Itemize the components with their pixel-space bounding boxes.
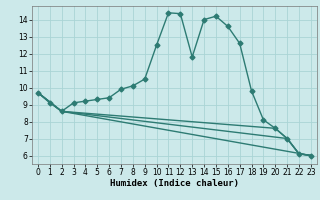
X-axis label: Humidex (Indice chaleur): Humidex (Indice chaleur) — [110, 179, 239, 188]
